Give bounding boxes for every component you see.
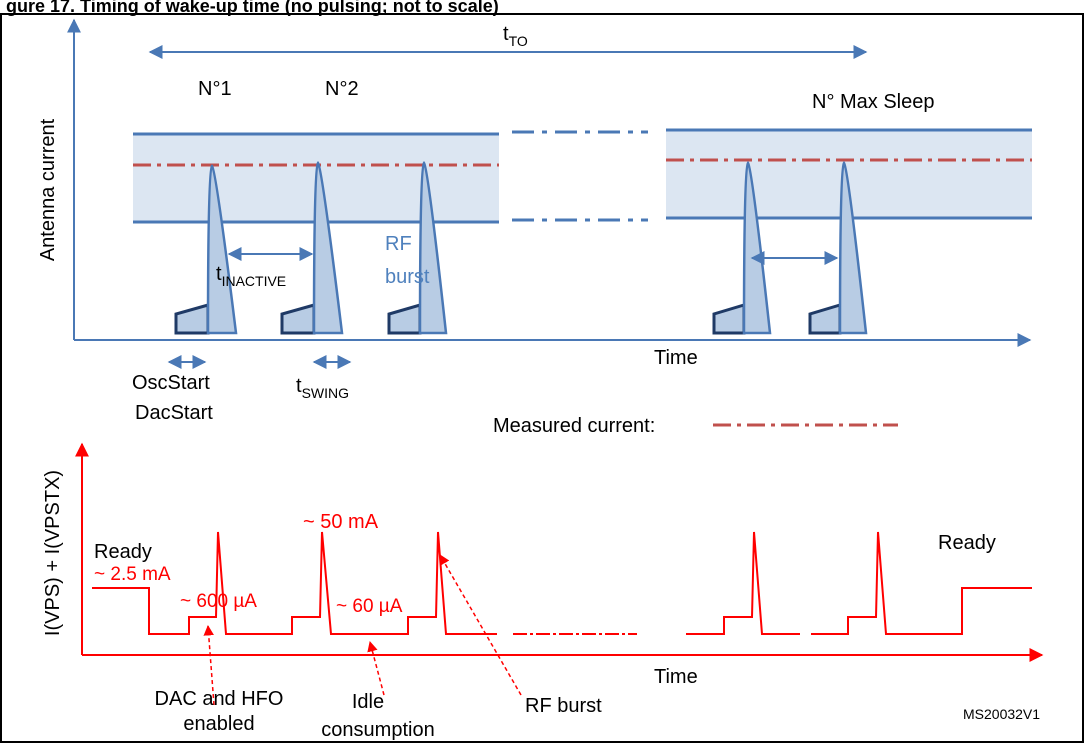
measured-current-legend-label: Measured current:: [493, 415, 655, 437]
ready-label-right: Ready: [938, 532, 996, 554]
upper-x-axis-label: Time: [654, 347, 698, 369]
pulse-label-max: N° Max Sleep: [812, 91, 935, 113]
idle-annotation-arrow: [367, 640, 385, 696]
idle-annotation-line2: consumption: [321, 719, 434, 741]
osc-start-shape: [712, 302, 746, 335]
peak-current-label: ~ 50 mA: [303, 511, 379, 533]
figure-id: MS20032V1: [963, 706, 1040, 722]
rf-spike: [418, 160, 448, 335]
idle-annotation-line1: Idle: [352, 691, 384, 713]
rf-spike: [206, 164, 238, 335]
osc-start-shape: [280, 303, 316, 335]
rf-spike: [838, 160, 868, 335]
pulse-label-1: N°1: [198, 78, 232, 100]
dac-annotation-line2: enabled: [183, 713, 254, 735]
osc-start-shape: [387, 303, 422, 335]
current-waveform-right-2: [811, 531, 1032, 635]
t-to-label: tTO: [503, 23, 528, 49]
dac-current-label: ~ 600 µA: [180, 591, 257, 612]
idle-current-label: ~ 60 µA: [336, 596, 403, 617]
rf-burst-annotation-label: RF burst: [525, 695, 602, 717]
osc-start-shape: [808, 302, 842, 335]
rf-burst-label-line1: RF: [385, 233, 412, 255]
t-inactive-label: tINACTIVE: [216, 263, 286, 289]
upper-y-axis-label: Antenna current: [37, 118, 59, 261]
rf-spike: [312, 160, 344, 335]
dac-start-label: DacStart: [135, 402, 213, 424]
upper-chart: Antenna current Time tTO N°1 N°2 N° Max …: [37, 18, 1032, 437]
pulse-5: [808, 160, 868, 335]
pulse-3: [387, 160, 448, 335]
osc-start-label: OscStart: [132, 372, 210, 394]
current-waveform-right-1: [686, 531, 800, 635]
ready-current-label: ~ 2.5 mA: [94, 564, 171, 585]
rf-burst-annotation-arrow: [439, 554, 522, 696]
lower-x-axis-label: Time: [654, 666, 698, 688]
pulse-2: [280, 160, 344, 335]
t-swing-label: tSWING: [296, 375, 349, 401]
lower-chart: I(VPS) + I(VPSTX) Time Ready ~ 2.5 mA ~ …: [42, 442, 1044, 741]
pulse-label-2: N°2: [325, 78, 359, 100]
pulse-1: [174, 164, 238, 335]
figure-border: [0, 13, 1084, 743]
rf-burst-label-line2: burst: [385, 266, 430, 288]
osc-start-shape: [174, 303, 210, 335]
dac-annotation-arrow: [203, 624, 215, 706]
figure-caption: gure 17. Timing of wake-up time (no puls…: [6, 0, 499, 16]
dac-annotation-line1: DAC and HFO: [155, 688, 284, 710]
ready-label-left: Ready: [94, 541, 152, 563]
lower-y-axis-label: I(VPS) + I(VPSTX): [42, 470, 64, 636]
pulse-4: [712, 160, 772, 335]
current-waveform-left: [92, 531, 497, 635]
